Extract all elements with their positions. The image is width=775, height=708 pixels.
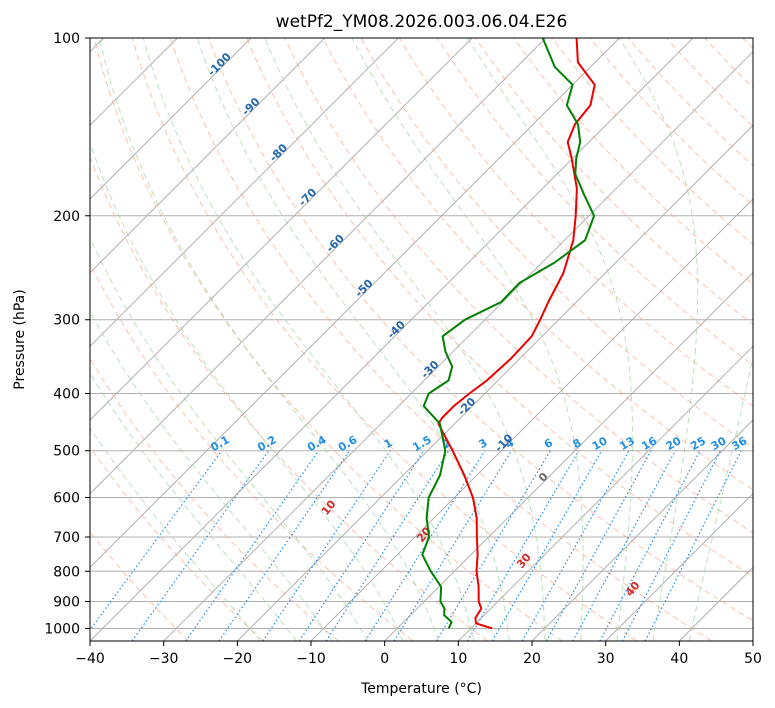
moist-adiabat [90,236,369,641]
x-tick-label: −20 [223,651,253,667]
mixing-ratio-line [521,450,630,641]
isotherm-line [531,419,753,641]
y-tick-label: 500 [53,444,80,460]
isotherm-line [90,38,326,274]
x-tick-label: 40 [670,651,688,667]
y-tick-label: 800 [53,564,80,580]
x-tick-label: 0 [380,651,389,667]
isotherm-line [236,124,753,641]
isotherm-line [90,38,473,421]
dry-adiabat [169,38,712,641]
x-axis-label: Temperature (°C) [360,681,482,697]
mixing-ratio-line [491,450,603,641]
y-tick-label: 200 [53,209,80,225]
x-tick-label: 10 [449,651,467,667]
mixing-ratio-line [131,450,270,641]
mixing-ratio-line [545,450,652,641]
moist-adiabat [90,427,261,641]
moist-adiabat [90,372,297,641]
plot-frame [89,37,754,642]
isotherm-line [163,50,753,641]
y-axis-label: Pressure (hPa) [12,289,28,389]
y-tick-label: 700 [53,530,80,546]
dry-adiabat [246,38,753,578]
x-tick-label: −30 [149,651,179,667]
isotherm-line [90,38,547,495]
y-tick-label: 1000 [44,621,80,637]
isotherm-line [90,38,252,200]
plot-area: 0.1 0.2 0.4 0.6 1 1.5 2 3 4 6 8 10 13 16 20 25 30 36-100-… [90,38,753,641]
moist-adiabat [264,38,546,641]
moist-adiabat [142,38,475,641]
y-tick-label: 600 [53,490,80,506]
dry-adiabat [589,38,753,206]
x-tick-label: 20 [523,651,541,667]
moist-adiabat [90,141,404,641]
dry-adiabat [475,38,753,325]
dry-adiabat [90,262,414,641]
mixing-ratio-line [572,450,676,641]
isotherm-line [384,271,753,641]
x-tick-label: −10 [296,651,326,667]
x-tick-label: 30 [597,651,615,667]
dry-adiabat [513,38,753,285]
chart-title: wetPf2_YM08.2026.003.06.04.E26 [276,12,568,32]
moist-adiabat [688,354,753,641]
x-axis: −40 −30 −20 −10 0 10 20 30 40 50 [75,641,762,667]
y-tick-label: 400 [53,387,80,403]
mixing-ratio-line [466,450,580,641]
mixing-ratio-line [218,450,350,641]
isotherm-line [90,38,694,641]
dry-adiabat [398,38,753,407]
dry-adiabat [360,38,753,449]
isotherm-line [605,492,753,641]
dry-adiabat [627,38,753,167]
dry-adiabat [90,446,264,641]
sounding-profiles [421,38,596,630]
isotherm-line [90,38,399,348]
y-tick-label: 100 [53,31,80,47]
dry-adiabat [131,38,638,641]
y-axis: 100 200 300 400 500 600 700 800 900 1000 [44,31,90,637]
dry-adiabat [208,38,753,622]
moist-adiabat [90,310,333,641]
temperature-profile-line [437,38,596,630]
x-tick-label: −40 [75,651,105,667]
isotherm-line [457,345,753,641]
dry-adiabats [90,38,753,641]
y-tick-label: 300 [53,313,80,329]
dry-adiabat [93,38,563,641]
dewpoint-profile-line [421,38,596,629]
mixing-ratio-line [90,450,223,631]
grid-lines [90,38,753,641]
mixing-ratio-line [325,450,450,641]
dry-adiabat [322,38,753,491]
mixing-ratio-line [393,450,512,641]
mixing-ratio-line [185,450,320,641]
mixing-ratio-line [435,450,551,641]
x-tick-label: 50 [744,651,762,667]
moist-adiabat [98,38,439,641]
isotherm-line [90,38,620,569]
moist-adiabat [618,38,699,641]
moist-adiabat [351,38,584,641]
y-tick-label: 900 [53,594,80,610]
